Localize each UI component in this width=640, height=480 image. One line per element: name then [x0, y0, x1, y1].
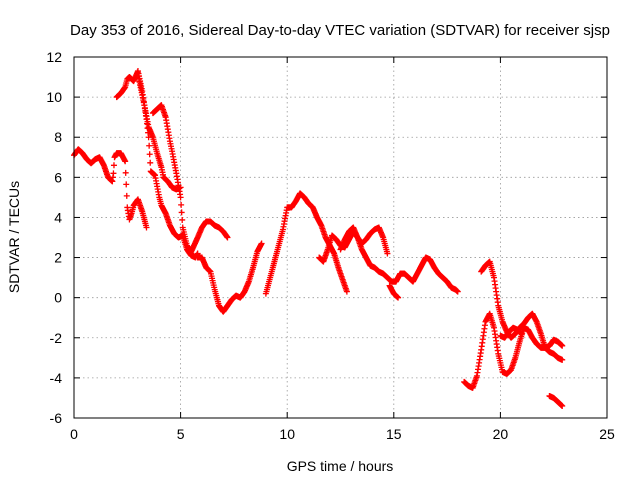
x-tick-label: 5 — [177, 426, 185, 442]
series-seg1 — [71, 146, 150, 231]
data-point — [178, 209, 185, 216]
data-points — [71, 68, 566, 409]
x-tick-label: 25 — [599, 426, 615, 442]
data-point — [147, 159, 154, 166]
y-tick-label: 4 — [54, 209, 62, 225]
data-point — [110, 170, 117, 177]
data-point — [143, 224, 150, 231]
series-seg14 — [546, 392, 566, 409]
data-point — [122, 158, 129, 165]
y-tick-label: 8 — [54, 129, 62, 145]
data-point — [258, 240, 265, 247]
data-point — [146, 142, 153, 149]
x-axis-label: GPS time / hours — [287, 458, 394, 474]
data-point — [146, 151, 153, 158]
y-tick-label: -2 — [50, 330, 63, 346]
data-point — [178, 201, 185, 208]
plot-frame — [73, 56, 608, 419]
data-point — [559, 342, 566, 349]
data-point — [123, 192, 130, 199]
x-tick-label: 10 — [279, 426, 295, 442]
series-seg3 — [134, 70, 184, 193]
x-tick-label: 20 — [493, 426, 509, 442]
data-point — [384, 250, 391, 257]
axis-ticks: 0 5 10 15 20 25 -6 -4 -2 0 2 4 6 8 10 12 — [46, 49, 615, 442]
series-seg10 — [386, 282, 402, 301]
series-seg13 — [497, 324, 525, 341]
y-tick-label: 6 — [54, 169, 62, 185]
x-tick-label: 0 — [70, 426, 78, 442]
y-axis-label: SDTVAR / TECUs — [6, 181, 22, 293]
data-point — [179, 216, 186, 223]
data-point — [343, 288, 350, 295]
y-tick-label: 12 — [46, 49, 62, 65]
data-point — [224, 234, 231, 241]
series-seg4 — [149, 102, 195, 257]
y-tick-label: 2 — [54, 250, 62, 266]
data-point — [122, 169, 129, 176]
grid-lines — [74, 57, 607, 418]
series-seg5 — [188, 218, 231, 255]
data-point — [559, 402, 566, 409]
series-seg11 — [461, 310, 566, 391]
y-tick-label: -6 — [50, 410, 63, 426]
y-tick-label: 10 — [46, 89, 62, 105]
data-point — [177, 194, 184, 201]
series-seg6 — [194, 240, 265, 315]
data-point — [454, 288, 461, 295]
series-seg9 — [337, 224, 461, 295]
chart-title: Day 353 of 2016, Sidereal Day-to-day VTE… — [70, 22, 610, 39]
y-tick-label: 0 — [54, 290, 62, 306]
x-tick-label: 15 — [386, 426, 402, 442]
data-point — [559, 356, 566, 363]
y-tick-label: -4 — [50, 370, 63, 386]
data-point — [123, 181, 130, 188]
data-point — [395, 294, 402, 301]
data-point — [518, 330, 525, 337]
data-point — [110, 162, 117, 169]
